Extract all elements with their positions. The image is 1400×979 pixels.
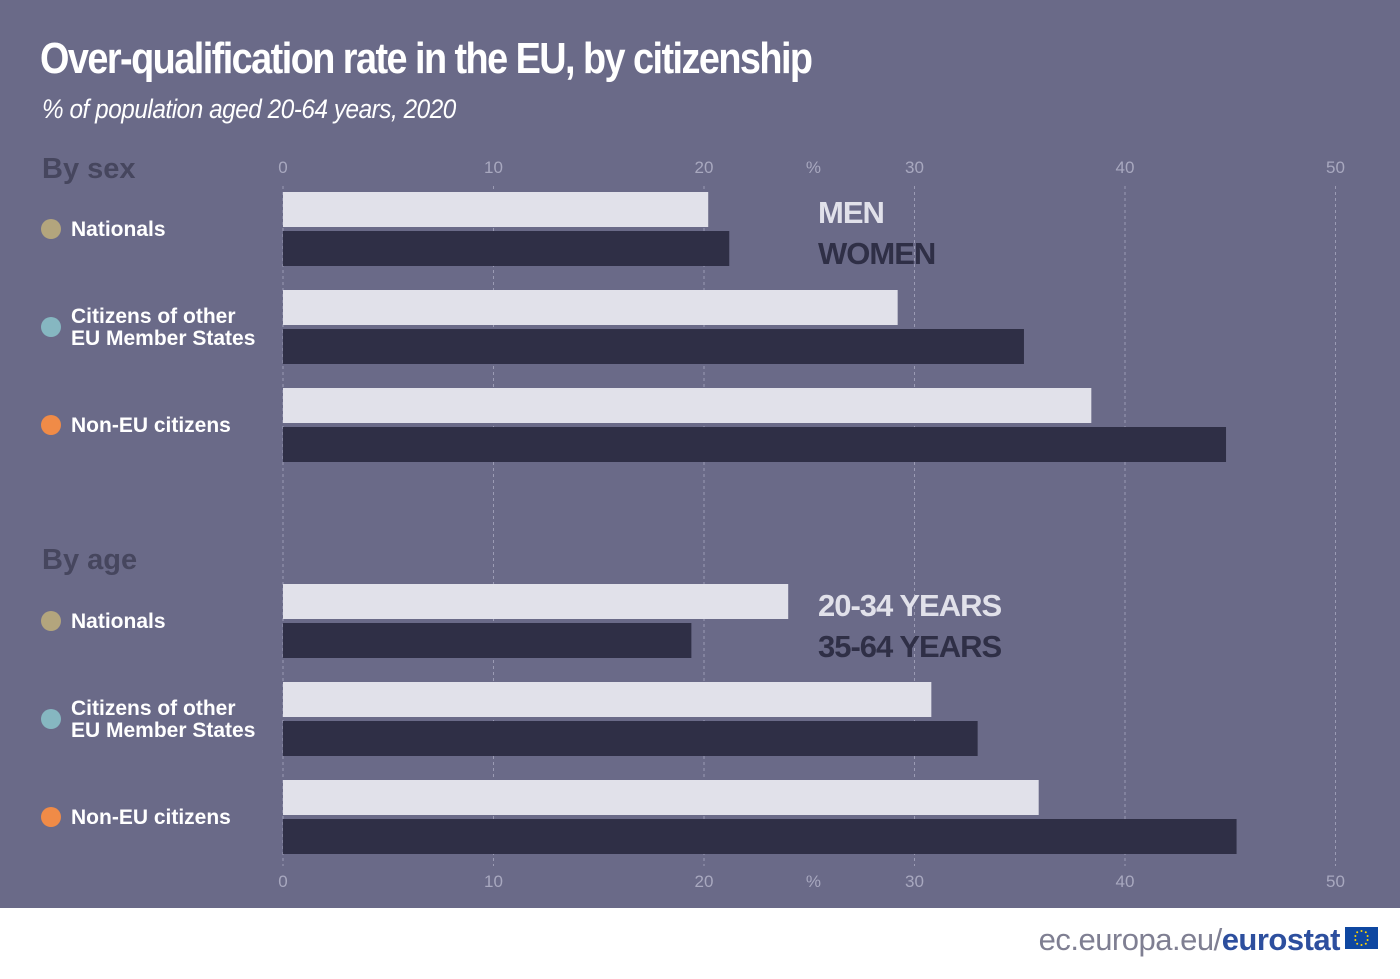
legend-label: 20-34 YEARS xyxy=(818,588,1001,623)
chart-subtitle: % of population aged 20-64 years, 2020 xyxy=(42,94,456,124)
bar-dark xyxy=(283,721,978,756)
tick-label: 20 xyxy=(695,158,714,177)
bar-dark xyxy=(283,623,692,658)
tick-label: 50 xyxy=(1326,872,1345,891)
bar-dark xyxy=(283,231,730,266)
bar-light xyxy=(283,584,789,619)
category-dot xyxy=(41,807,61,827)
category-label: Citizens of other xyxy=(71,697,236,720)
category-dot xyxy=(41,611,61,631)
category-dot xyxy=(41,219,61,239)
footer-brand: eurostat xyxy=(1221,922,1341,957)
tick-label: 10 xyxy=(484,872,503,891)
category-label: EU Member States xyxy=(71,327,255,350)
bar-light xyxy=(283,388,1092,423)
tick-label: 10 xyxy=(484,158,503,177)
tick-label: 40 xyxy=(1116,158,1135,177)
tick-label: 30 xyxy=(905,158,924,177)
bar-dark xyxy=(283,819,1237,854)
bar-dark xyxy=(283,427,1227,462)
category-dot xyxy=(41,415,61,435)
legend-label: WOMEN xyxy=(818,236,935,271)
tick-label: 50 xyxy=(1326,158,1345,177)
category-dot xyxy=(41,709,61,729)
tick-label: 0 xyxy=(278,872,287,891)
axis-unit-label: % xyxy=(806,158,821,177)
footer: ec.europa.eu/eurostat xyxy=(0,908,1400,979)
chart-title: Over-qualification rate in the EU, by ci… xyxy=(40,34,813,83)
section-heading-by-age: By age xyxy=(42,544,137,576)
footer-link[interactable]: ec.europa.eu/eurostat xyxy=(1038,922,1341,958)
bar-chart: By sex 0 10 20 30 40 50% Nationals Citizens of o… xyxy=(41,153,1345,891)
legend-label: 35-64 YEARS xyxy=(818,629,1001,664)
axis-unit-label: % xyxy=(806,872,821,891)
footer-url-prefix: ec.europa.eu/ xyxy=(1038,922,1223,957)
tick-label: 30 xyxy=(905,872,924,891)
bar-light xyxy=(283,290,898,325)
category-label: Non-EU citizens xyxy=(71,806,231,829)
legend-label: MEN xyxy=(818,195,884,230)
section-heading-by-sex: By sex xyxy=(42,153,136,185)
eu-flag-icon xyxy=(1345,927,1378,949)
tick-label: 20 xyxy=(695,872,714,891)
category-label: Citizens of other xyxy=(71,305,236,328)
category-dot xyxy=(41,317,61,337)
category-label: Nationals xyxy=(71,610,166,633)
tick-label: 0 xyxy=(278,158,287,177)
bar-light xyxy=(283,780,1039,815)
category-label: EU Member States xyxy=(71,719,255,742)
bar-dark xyxy=(283,329,1024,364)
tick-label: 40 xyxy=(1116,872,1135,891)
category-label: Non-EU citizens xyxy=(71,414,231,437)
bar-light xyxy=(283,682,932,717)
category-label: Nationals xyxy=(71,218,166,241)
bar-light xyxy=(283,192,709,227)
